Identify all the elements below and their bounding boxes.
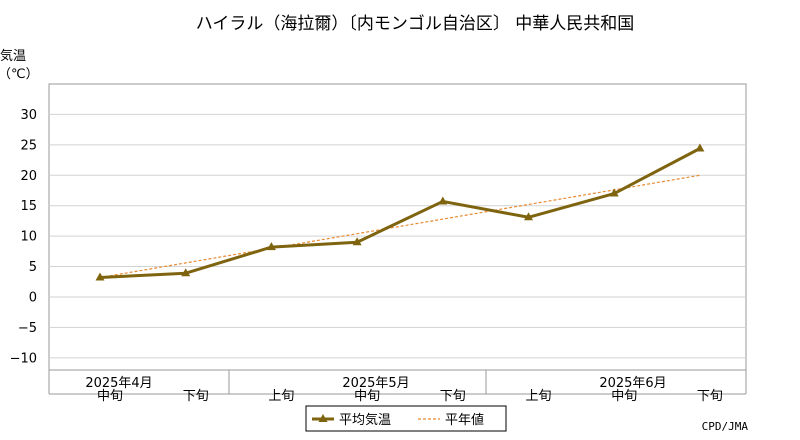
legend-average-label: 平均気温 [339,412,391,428]
x-tick-label: 中旬 [611,389,637,404]
x-tick-label: 上旬 [525,389,551,404]
legend-box [305,405,507,432]
series-normal [99,174,701,279]
normal-line [99,174,701,279]
average-point [438,196,448,205]
grid-lines [49,113,746,359]
legend-average-marker [318,414,328,422]
y-tick-label: −10 [10,351,37,366]
y-tick-label: 25 [20,138,37,153]
average-point [266,242,276,251]
y-axis-unit: （℃） [0,67,39,82]
legend-normal-label: 平年値 [445,412,484,428]
series-average [95,143,705,281]
month-label: 2025年5月 [342,376,409,391]
y-tick-label: 10 [20,230,37,245]
y-tick-label: 5 [29,260,37,275]
y-axis-label: 気温 [0,48,26,64]
legend: 平均気温 平年値 [305,405,507,432]
average-line [99,147,701,280]
x-tick-label: 下旬 [183,389,209,404]
average-point [352,237,362,246]
month-label: 2025年4月 [85,376,152,391]
average-point [95,272,105,281]
x-tick-label: 下旬 [440,389,466,404]
average-point [181,268,191,277]
y-tick-label: 30 [20,108,37,123]
y-ticks: 30 25 20 15 10 5 0 −5 −10 [10,108,37,366]
average-point [609,188,619,197]
x-tick-label: 下旬 [697,389,723,404]
x-tick-label: 中旬 [97,389,123,404]
x-tick-label: 中旬 [354,389,380,404]
y-tick-label: 20 [20,169,37,184]
source-credit: CPD/JMA [702,420,749,433]
chart-title: ハイラル（海拉爾）〔内モンゴル自治区〕 中華人民共和国 [196,13,635,34]
average-point [695,143,705,152]
y-tick-label: 15 [20,199,37,214]
x-axis-band [48,369,747,395]
average-point [524,212,533,221]
month-label: 2025年6月 [599,376,666,391]
y-tick-label: −5 [18,321,37,336]
y-tick-label: 0 [29,290,37,305]
x-tick-label: 上旬 [268,389,294,404]
